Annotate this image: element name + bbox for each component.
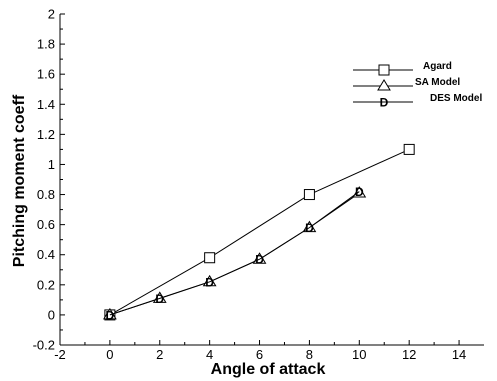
y-axis-label: Pitching moment coeff — [11, 94, 28, 267]
series-line — [109, 192, 360, 316]
axes — [59, 14, 484, 346]
data-point: D — [255, 253, 264, 267]
data-point — [204, 252, 216, 264]
x-tick-label: 12 — [402, 347, 416, 362]
y-tick-label: 1.2 — [37, 127, 55, 142]
y-ticks: -0.2 0 0.2 0.4 0.6 0.8 1 1.2 1.4 1.6 1.8 2 — [33, 7, 65, 353]
legend-marker: D — [380, 96, 389, 110]
y-tick-label: 1.6 — [37, 67, 55, 82]
data-point: D — [155, 292, 164, 306]
series-line — [109, 148, 410, 316]
series-layer: D D D D D D — [102, 143, 415, 322]
x-tick-label: 2 — [156, 347, 163, 362]
legend-label: SA Model — [415, 77, 460, 88]
data-point: D — [355, 185, 364, 199]
x-ticks: -2 0 2 4 6 8 10 12 14 — [54, 340, 466, 362]
series-agard — [104, 143, 415, 321]
x-tick-label: 14 — [452, 347, 466, 362]
legend-label: DES Model — [430, 93, 482, 104]
x-tick-label: 8 — [306, 347, 313, 362]
x-axis-label: Angle of attack — [211, 361, 326, 378]
y-tick-label: 0.4 — [37, 247, 55, 262]
series-des-model: D D D D D D — [106, 185, 364, 322]
legend-item: Agard — [353, 61, 452, 76]
legend-marker — [378, 64, 390, 76]
y-tick-label: 0.8 — [37, 187, 55, 202]
legend-label: Agard — [423, 61, 452, 72]
y-tick-label: 1.4 — [37, 97, 55, 112]
y-tick-label: 1.8 — [37, 37, 55, 52]
series-sa-model — [102, 186, 367, 320]
data-point — [403, 143, 415, 155]
legend-item: D DES Model — [353, 93, 482, 110]
y-tick-label: 1 — [48, 157, 55, 172]
y-tick-label: 2 — [48, 7, 55, 22]
data-point: D — [106, 308, 115, 322]
series-line — [109, 191, 360, 316]
x-tick-label: 0 — [106, 347, 113, 362]
data-point — [303, 189, 315, 201]
legend-item: SA Model — [353, 77, 460, 91]
data-point: D — [205, 275, 214, 289]
y-tick-label: 0.2 — [37, 277, 55, 292]
legend-marker — [377, 79, 391, 91]
x-tick-label: 4 — [206, 347, 213, 362]
data-point: D — [305, 221, 314, 235]
x-tick-label: 6 — [256, 347, 263, 362]
legend: Agard SA Model D DES Model — [353, 61, 482, 110]
x-tick-label: -2 — [54, 347, 66, 362]
x-tick-label: 10 — [352, 347, 366, 362]
y-tick-label: 0.6 — [37, 217, 55, 232]
y-tick-label: -0.2 — [33, 338, 55, 353]
y-tick-label: 0 — [48, 307, 55, 322]
